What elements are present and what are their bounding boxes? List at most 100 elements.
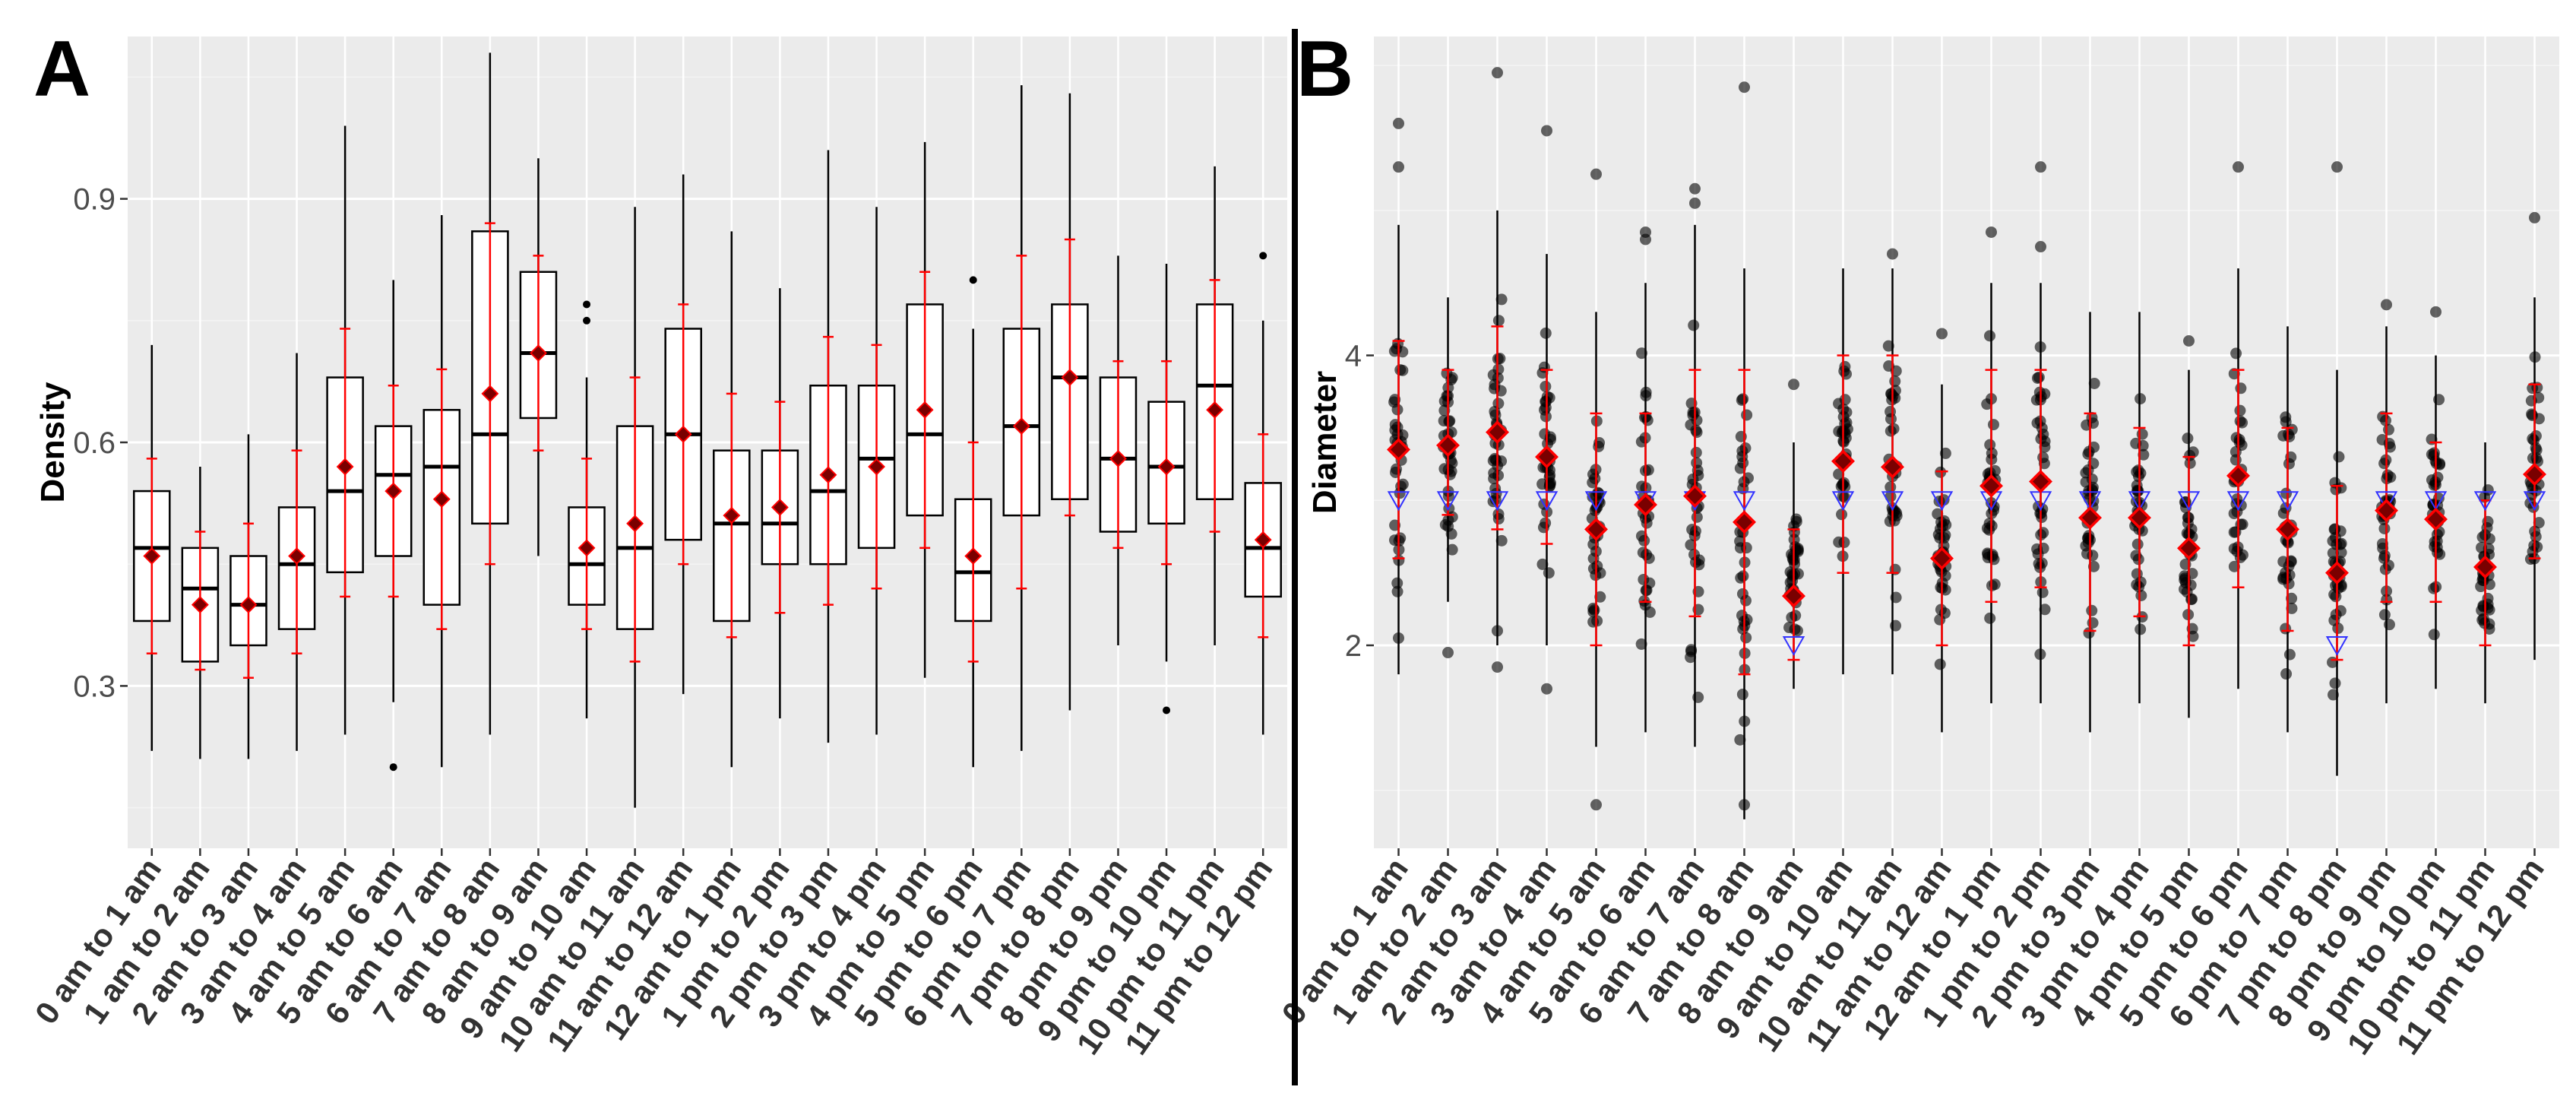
mean-marker — [578, 539, 596, 557]
data-point — [2088, 441, 2100, 453]
data-point — [2327, 547, 2339, 559]
data-point — [2236, 417, 2248, 429]
data-point — [2378, 522, 2391, 534]
data-point — [2082, 464, 2094, 476]
data-point — [1538, 361, 1550, 373]
mean-marker — [2523, 462, 2546, 486]
data-point — [2280, 502, 2292, 514]
group — [2226, 161, 2250, 689]
outlier-point — [1163, 706, 1171, 715]
reference-triangle — [1733, 491, 1756, 512]
panel-a: 0.3 0.6 0.9 0 am to 1 am1 am to 2 am2 am t… — [28, 25, 1287, 1061]
box-group — [229, 434, 267, 759]
data-point — [1644, 577, 1656, 589]
mean-marker — [1254, 531, 1272, 549]
data-point — [1939, 447, 1951, 459]
data-point — [1590, 168, 1602, 180]
data-point — [1692, 691, 1704, 703]
mean-marker — [481, 385, 499, 403]
panel-a-boxes — [133, 52, 1282, 808]
data-point — [1391, 463, 1403, 475]
reference-triangle — [2128, 491, 2151, 512]
data-point — [2382, 423, 2394, 436]
data-point — [1741, 409, 1753, 421]
data-point — [1888, 423, 1900, 435]
mean-marker — [1634, 493, 1657, 517]
mean-marker — [626, 515, 644, 533]
data-point — [2086, 604, 2098, 616]
data-point — [1889, 385, 1901, 397]
data-point — [1590, 799, 1602, 811]
data-point — [1739, 81, 1750, 93]
data-point — [1690, 446, 1702, 458]
reference-triangle — [1387, 491, 1410, 512]
y-tick-label: 0.6 — [73, 426, 116, 460]
panel-b-plot-background — [1374, 36, 2559, 848]
y-tick-label: 0.3 — [73, 670, 116, 703]
data-point — [1393, 117, 1404, 129]
data-point — [2228, 526, 2240, 538]
data-point — [2527, 546, 2539, 558]
data-point — [1489, 379, 1501, 391]
data-point — [2283, 430, 2296, 442]
mean-marker — [2029, 470, 2052, 493]
data-point — [2234, 551, 2246, 563]
data-point — [1987, 419, 1999, 431]
data-point — [1788, 379, 1799, 391]
data-point — [1685, 651, 1697, 664]
box-group — [1195, 166, 1234, 645]
data-point — [2335, 547, 2347, 559]
data-point — [1495, 534, 1508, 547]
data-point — [2183, 335, 2195, 347]
data-point — [1885, 481, 1897, 493]
data-point — [1739, 715, 1751, 727]
data-point — [2228, 560, 2240, 572]
data-point — [1543, 391, 1555, 404]
group — [1733, 81, 1756, 819]
reference-triangle — [1930, 491, 1954, 512]
panel-b-points — [1387, 67, 2546, 819]
data-point — [2476, 614, 2489, 626]
data-point — [1492, 315, 1505, 327]
data-point — [2483, 578, 2495, 591]
data-point — [2033, 371, 2045, 383]
data-point — [2330, 609, 2342, 621]
panel-b-label: B — [1296, 25, 1353, 113]
box-group — [133, 344, 171, 751]
box-group — [1099, 255, 1138, 645]
data-point — [1890, 619, 1902, 632]
data-point — [1934, 658, 1946, 670]
box-group — [181, 467, 220, 759]
data-point — [1737, 570, 1749, 582]
data-point — [2184, 457, 2196, 469]
box-group — [906, 141, 944, 678]
data-point — [1938, 607, 1951, 619]
data-point — [1442, 647, 1454, 659]
data-point — [1446, 543, 1458, 556]
group — [1683, 182, 1707, 747]
mean-marker — [336, 458, 354, 476]
box-group — [1051, 93, 1089, 711]
data-point — [1492, 513, 1505, 525]
data-point — [2135, 589, 2147, 601]
group — [1535, 125, 1559, 695]
outlier-point — [583, 300, 591, 309]
data-point — [1540, 380, 1552, 392]
group — [1782, 379, 1805, 689]
reference-triangle — [2276, 491, 2299, 512]
data-point — [1839, 360, 1851, 372]
mean-marker — [1157, 458, 1176, 476]
reference-triangle — [2078, 491, 2102, 512]
data-point — [1388, 345, 1400, 357]
panel-b: 24 0 am to 1 am1 am to 2 am2 am to 3 am3… — [1274, 25, 2559, 1061]
data-point — [2329, 677, 2341, 689]
group — [2424, 306, 2448, 689]
mean-marker — [1930, 547, 1954, 571]
box-group — [1147, 264, 1185, 715]
data-point — [1494, 353, 1506, 365]
box-group — [809, 150, 847, 743]
mean-marker — [1486, 420, 1509, 445]
mean-marker — [819, 466, 837, 484]
data-point — [2036, 586, 2049, 598]
